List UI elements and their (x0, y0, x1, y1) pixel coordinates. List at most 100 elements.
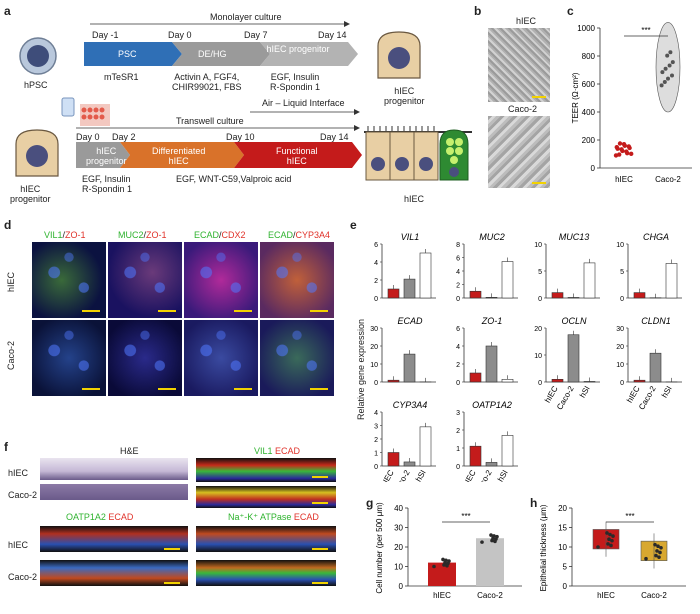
e-ytick-label: 6 (374, 242, 378, 249)
d-col0-a: VIL1 (44, 230, 63, 240)
c-point-caco2 (660, 70, 665, 75)
e-ytick-label: 0 (620, 380, 624, 387)
e-ytick-label: 8 (456, 242, 460, 249)
progenitor-top-label: hIEC progenitor (384, 86, 425, 106)
panel-label-c: c (567, 4, 574, 18)
d-row1-label: Caco-2 (6, 340, 16, 370)
d-col0-b: ZO-1 (65, 230, 86, 240)
f-he-label: H&E (120, 446, 139, 456)
d-col2-header: ECAD/CDX2 (194, 230, 246, 240)
e-bar (583, 381, 596, 383)
e-ytick-label: 0 (538, 296, 542, 303)
e-bar (551, 379, 564, 383)
hiec-epithelium-icon (364, 126, 472, 181)
e-xtick-label: hSI (496, 469, 510, 483)
stage-bot-progenitor: hIEC progenitor (86, 146, 127, 166)
e-bar (583, 262, 596, 299)
e-bar (649, 352, 662, 383)
media-bot-wnt: EGF, WNT-C59,Valproic acid (176, 174, 292, 184)
f-vil1-header: VIL1 ECAD (254, 446, 300, 456)
panel-label-a: a (4, 4, 11, 18)
micrograph-caco2 (488, 116, 550, 188)
oatp-caco2 (40, 560, 188, 586)
e-ytick-label: 20 (370, 344, 378, 351)
c-point-hiec (617, 141, 623, 146)
c-ytick-label: 400 (582, 108, 596, 117)
e-chart-title: MUC2 (479, 232, 505, 242)
if-caco2-muc2 (108, 320, 182, 396)
point (493, 539, 497, 544)
e-ytick-label: 30 (370, 326, 378, 333)
c-point-caco2 (665, 53, 670, 58)
c-xtick-label: Caco-2 (655, 175, 681, 184)
c-point-caco2 (667, 63, 672, 68)
stage-progenitor: hIEC progenitor (266, 44, 330, 54)
hiec-label: hIEC (404, 194, 425, 204)
he-caco2 (40, 484, 188, 500)
e-bar (419, 252, 432, 299)
sig-label: *** (461, 512, 470, 521)
panel-label-b: b (474, 4, 482, 18)
e-chart-title: CHGA (643, 232, 669, 242)
stage-arrows-bottom (76, 142, 362, 168)
ytick-label: 10 (558, 543, 567, 552)
sig-label: *** (625, 512, 634, 521)
ytick-label: 20 (558, 504, 567, 513)
day-bot-3: Day 14 (320, 132, 349, 142)
e-chart-title: ECAD (397, 316, 423, 326)
e-ytick-label: 10 (370, 362, 378, 369)
e-ytick-label: 0 (456, 380, 460, 387)
d-col1-b: ZO-1 (146, 230, 167, 240)
ytick-label: 30 (394, 524, 403, 533)
e-bar (387, 288, 400, 299)
point (658, 550, 662, 555)
c-ytick-label: 800 (582, 52, 596, 61)
point (442, 563, 446, 567)
e-chart-title: CLDN1 (641, 316, 671, 326)
ylabel: Cell number (per 500 μm) (375, 502, 384, 594)
e-bar (469, 372, 482, 383)
scale-bar-d4 (310, 310, 328, 312)
ytick-label: 0 (399, 582, 404, 591)
e-bar (403, 461, 416, 467)
scale-bar-d1 (82, 310, 100, 312)
stage-bot-functional: Functional hIEC (276, 146, 318, 166)
e-bar (501, 379, 514, 383)
e-xtick-label: hSI (660, 385, 674, 400)
e-xtick-label: hSI (414, 469, 428, 483)
if-hiec-vil1 (32, 242, 106, 318)
scale-bar-b1 (532, 96, 546, 98)
e-bar (485, 462, 498, 467)
e-bar (551, 292, 564, 299)
vil1-caco2 (196, 486, 336, 508)
scale-bar-f2 (312, 502, 328, 504)
e-ytick-label: 0 (456, 464, 460, 471)
c-point-caco2 (666, 76, 670, 81)
monolayer-arrow (90, 21, 350, 27)
e-ytick-label: 30 (616, 326, 624, 333)
e-ytick-label: 2 (374, 437, 378, 444)
c-point-hiec (629, 151, 634, 157)
panel-label-d: d (4, 218, 12, 232)
e-ytick-label: 2 (374, 278, 378, 285)
media-bot-egf: EGF, Insulin R-Spondin 1 (82, 174, 133, 194)
chart-thickness: 0 5 10 15 20 Epithelial thickness (μm) hIEC Cac… (539, 504, 686, 600)
media-activin: Activin A, FGF4, CHIR99021, FBS (172, 72, 242, 92)
scale-bar-d6 (158, 388, 176, 390)
xtick-label: hIEC (433, 591, 451, 600)
c-point-hiec (614, 144, 619, 150)
c-point-hiec (626, 144, 631, 149)
f-ecad2: ECAD (108, 512, 134, 522)
e-bar (387, 452, 400, 467)
c-point-caco2 (663, 66, 668, 71)
point (610, 538, 614, 543)
d-col3-a: ECAD (268, 230, 294, 240)
e-ytick-label: 10 (534, 353, 542, 360)
point (489, 533, 493, 537)
f-ecad3: ECAD (293, 512, 319, 522)
bar (476, 538, 504, 586)
e-ytick-label: 20 (534, 326, 542, 333)
point (596, 545, 600, 549)
d-col1-header: MUC2/ZO-1 (118, 230, 167, 240)
e-bar (469, 445, 482, 467)
